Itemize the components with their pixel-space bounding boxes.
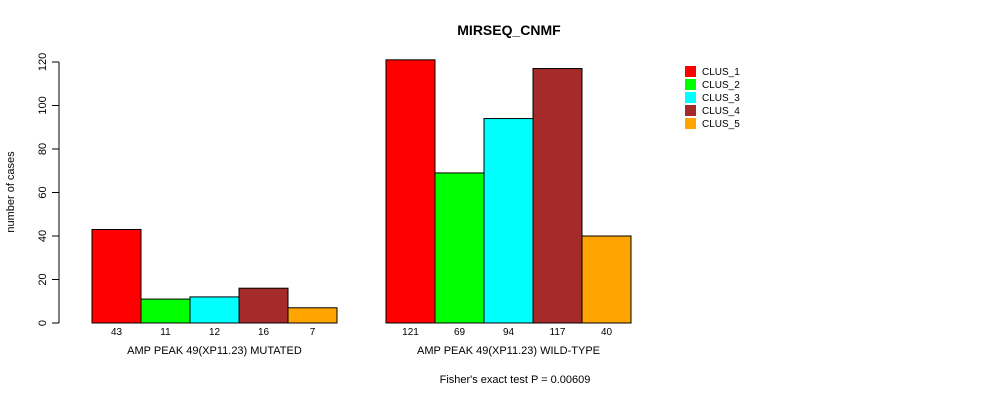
legend-swatch <box>685 105 696 116</box>
legend-swatch <box>685 79 696 90</box>
bar-value-label: 121 <box>402 327 419 338</box>
bar-value-label: 94 <box>503 327 515 338</box>
legend-label: CLUS_4 <box>702 106 740 117</box>
bar-clus-1 <box>91 228 142 324</box>
legend-swatch <box>685 66 696 77</box>
chart-title: MIRSEQ_CNMF <box>457 22 561 38</box>
bar-value-label: 16 <box>258 327 270 338</box>
group-label: AMP PEAK 49(XP11.23) MUTATED <box>127 345 302 357</box>
bar-value-label: 117 <box>550 327 566 338</box>
legend-swatch <box>685 92 696 103</box>
legend-swatch <box>685 118 696 129</box>
bar-clus-2 <box>140 298 191 324</box>
bar-clus-5 <box>581 235 632 324</box>
y-tick-label: 120 <box>37 53 49 71</box>
y-tick-label: 100 <box>37 96 49 114</box>
bar-clus-5 <box>287 307 338 324</box>
bar-clus-4 <box>532 68 583 324</box>
y-tick-label: 80 <box>37 143 49 155</box>
bar-clus-3 <box>189 296 240 324</box>
bar-groups: 43 11 12 16 7 AMP PEAK 49(XP11.23) MUTATED 121… <box>91 59 632 357</box>
bar-value-label: 11 <box>160 327 171 338</box>
y-tick-label: 40 <box>37 230 49 242</box>
legend-label: CLUS_5 <box>702 119 740 130</box>
legend: CLUS_1 CLUS_2 CLUS_3 CLUS_4 CLUS_5 <box>685 66 740 130</box>
legend-label: CLUS_1 <box>702 67 740 78</box>
bar-value-label: 40 <box>601 327 613 338</box>
legend-label: CLUS_3 <box>702 93 740 104</box>
bar-group: 43 11 12 16 7 AMP PEAK 49(XP11.23) MUTATED <box>91 228 338 357</box>
bar-value-label: 12 <box>209 327 221 338</box>
y-axis: 0 20 40 60 80 100 120 <box>37 53 60 326</box>
bar-clus-2 <box>434 172 485 324</box>
bar-clus-4 <box>238 287 289 324</box>
y-tick-label: 0 <box>37 320 49 326</box>
footnote: Fisher's exact test P = 0.00609 <box>440 374 591 386</box>
group-label: AMP PEAK 49(XP11.23) WILD-TYPE <box>417 345 600 357</box>
y-tick-label: 20 <box>37 273 49 285</box>
bar-clus-3 <box>483 118 534 324</box>
bar-value-label: 7 <box>310 327 316 338</box>
bar-value-label: 43 <box>111 327 123 338</box>
y-axis-label: number of cases <box>5 151 17 233</box>
bar-clus-1 <box>385 59 436 324</box>
bar-value-label: 69 <box>454 327 466 338</box>
legend-label: CLUS_2 <box>702 80 740 91</box>
y-tick-label: 60 <box>37 186 49 198</box>
